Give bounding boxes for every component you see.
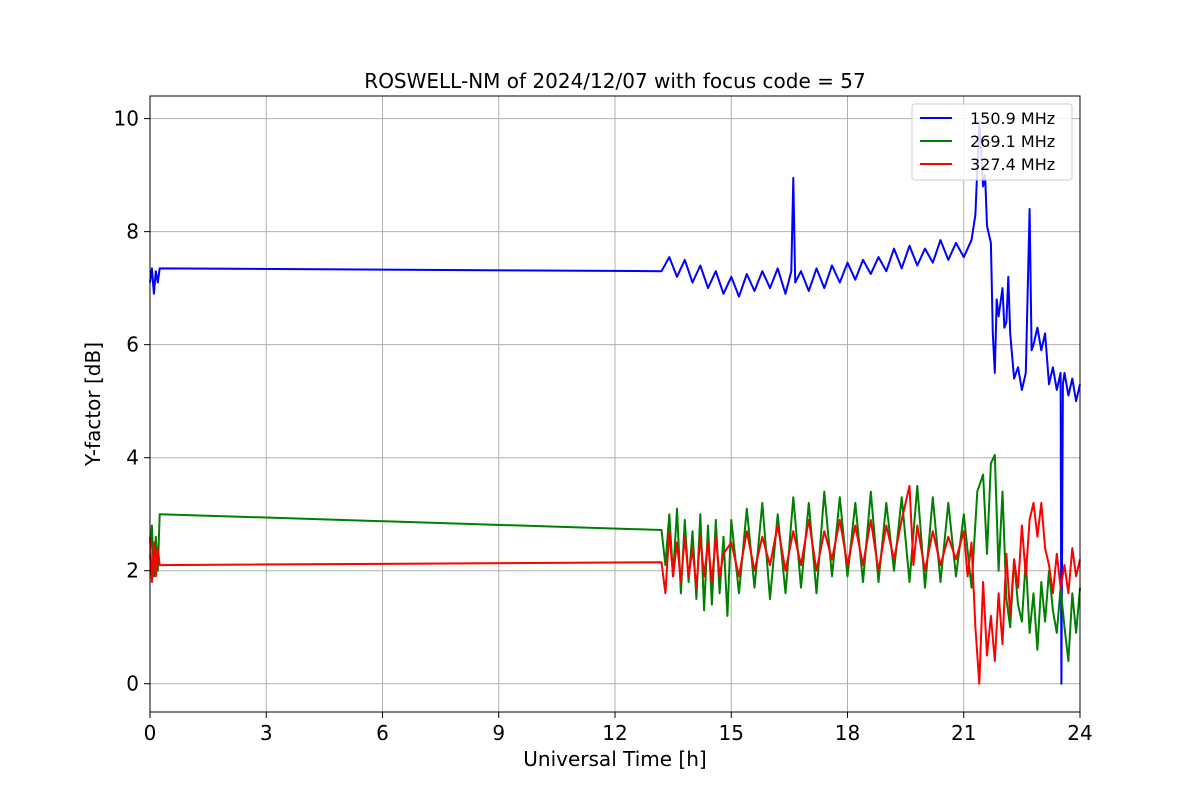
- x-tick-label: 9: [492, 721, 505, 745]
- chart-title: ROSWELL-NM of 2024/12/07 with focus code…: [364, 69, 865, 93]
- legend: 150.9 MHz 269.1 MHz 327.4 MHz: [911, 103, 1073, 181]
- series-line-1: [149, 120, 1081, 685]
- legend-entry-label: 150.9 MHz: [970, 109, 1055, 128]
- y-tick-label: 2: [126, 559, 139, 583]
- x-tick-label: 24: [1067, 721, 1092, 745]
- x-tick-label: 6: [376, 721, 389, 745]
- y-axis: 0 2 4 6 8 10: [114, 107, 150, 696]
- x-tick-label: 21: [951, 721, 976, 745]
- y-tick-label: 4: [126, 446, 139, 470]
- x-tick-label: 18: [835, 721, 860, 745]
- legend-entry-label: 269.1 MHz: [970, 132, 1055, 151]
- legend-box: [911, 103, 1073, 181]
- x-tick-label: 15: [719, 721, 744, 745]
- y-axis-label: Y-factor [dB]: [81, 342, 105, 467]
- x-tick-label: 12: [602, 721, 627, 745]
- x-axis-label: Universal Time [h]: [523, 747, 706, 771]
- legend-entry-label: 327.4 MHz: [970, 155, 1055, 174]
- plot-lines: [149, 120, 1081, 685]
- y-tick-label: 8: [126, 220, 139, 244]
- x-axis: 0 3 6 9 12 15 18 21 24: [144, 712, 1093, 745]
- y-tick-label: 10: [114, 107, 139, 131]
- y-tick-label: 0: [126, 672, 139, 696]
- x-tick-label: 3: [260, 721, 273, 745]
- x-tick-label: 0: [144, 721, 157, 745]
- y-tick-label: 6: [126, 333, 139, 357]
- series-line-2: [149, 453, 1081, 663]
- series-line-3: [149, 484, 1081, 685]
